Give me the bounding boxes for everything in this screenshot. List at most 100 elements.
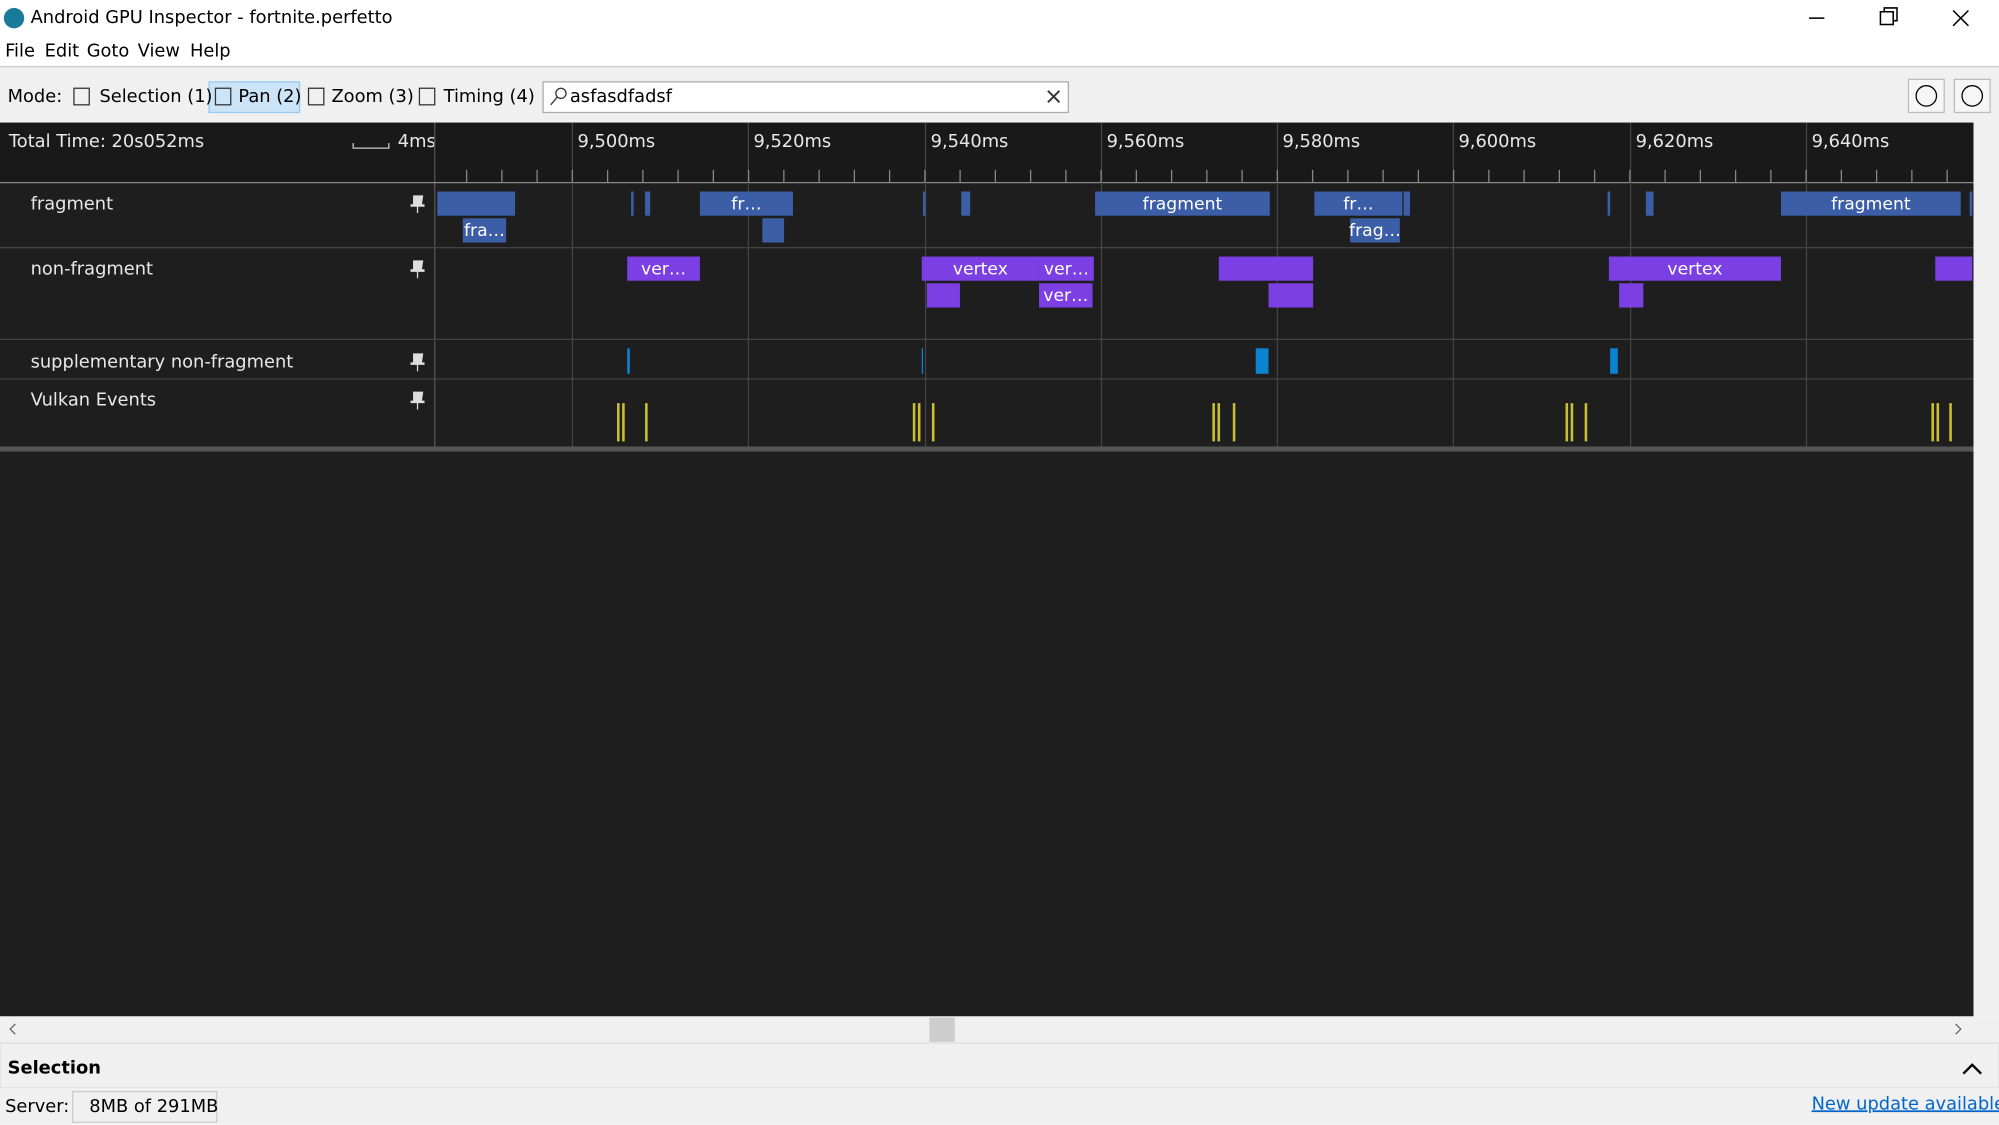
vulkan-event[interactable] [645,403,648,442]
menu-item[interactable]: File [5,40,35,61]
search-text[interactable]: asfasdfadsf [570,86,673,107]
slice-label: ver… [641,259,686,279]
time-tick-label: 9,520ms [753,131,831,152]
mode-button[interactable]: Timing (4) [443,86,535,107]
slice[interactable] [1268,283,1314,308]
window-controls[interactable] [1809,7,1969,27]
slice[interactable] [1039,283,1093,308]
selection-title: Selection [8,1058,101,1079]
vulkan-event[interactable] [1931,403,1934,442]
selection-panel [0,1042,1999,1089]
vertical-scrollbar[interactable] [1973,122,1999,1017]
horizontal-scrollbar[interactable] [0,1016,1999,1044]
slice[interactable] [921,256,1040,281]
slice[interactable] [1218,256,1314,281]
slice[interactable] [1645,191,1654,216]
slice[interactable] [437,191,516,216]
slice[interactable] [645,191,651,216]
menu-item[interactable]: Edit [45,40,80,61]
help-button[interactable] [1953,78,1991,114]
vulkan-event[interactable] [1565,403,1569,442]
scale-bracket [352,143,390,149]
vulkan-event[interactable] [917,403,921,442]
slice[interactable] [699,191,793,216]
mode-label: Mode: [8,86,63,107]
slice[interactable] [1607,191,1611,216]
menu-item[interactable]: Goto [87,40,130,61]
expand-toggle[interactable] [1962,1063,1982,1075]
slice[interactable] [627,256,700,281]
slice-label: fragment [1831,194,1911,214]
time-tick-label: 9,540ms [931,131,1009,152]
pin-icon[interactable] [410,391,425,410]
slice-label: fr… [731,194,761,214]
time-tick-label: 9,600ms [1458,131,1536,152]
slice[interactable] [627,348,630,374]
slice-label: vertex [953,259,1008,279]
mode-button[interactable]: Pan (2) [238,86,301,107]
track-name: fragment [31,193,113,214]
menu-item[interactable]: Help [190,40,231,61]
pin-icon[interactable] [410,353,425,372]
mode-icon [418,87,436,106]
slice[interactable] [1095,191,1270,216]
vulkan-event[interactable] [931,403,935,442]
window-title: Android GPU Inspector - fortnite.perfett… [31,7,393,28]
slice-label: ver… [1043,286,1088,306]
search-box[interactable] [542,81,1069,114]
timeline-header [0,122,1974,183]
vulkan-event[interactable] [1949,403,1952,442]
pin-icon[interactable] [410,260,425,279]
slice[interactable] [1350,218,1400,243]
menu-item[interactable]: View [138,40,180,61]
app-icon [3,7,25,29]
pin-icon[interactable] [410,195,425,214]
info-button[interactable] [1907,78,1945,114]
slice[interactable] [926,283,960,308]
server-label: Server: [5,1096,69,1117]
slice[interactable] [1314,191,1403,216]
slice[interactable] [1403,191,1411,216]
slice[interactable] [923,191,926,216]
mode-button[interactable]: Zoom (3) [331,86,413,107]
vulkan-event[interactable] [1232,403,1236,442]
vulkan-event[interactable] [912,403,916,442]
slice[interactable] [1619,283,1644,308]
slice-label: fragment [1143,194,1223,214]
clear-search[interactable] [1047,90,1061,103]
search-icon [555,87,567,100]
vulkan-event[interactable] [1212,403,1215,442]
status-bar [0,1087,1999,1125]
vulkan-event[interactable] [1584,403,1588,442]
vulkan-event[interactable] [1217,403,1221,442]
vulkan-event[interactable] [1570,403,1574,442]
vulkan-event[interactable] [617,403,620,442]
help-icon [1961,85,1984,107]
track-name: supplementary non-fragment [31,351,294,372]
scale: 4ms [398,131,436,152]
slice[interactable] [462,218,507,243]
slice[interactable] [1255,348,1269,374]
slice[interactable] [1780,191,1961,216]
slice[interactable] [762,218,785,243]
active-mode [208,81,301,114]
vulkan-event[interactable] [1936,403,1940,442]
divider [0,446,1974,452]
scroll-arrows[interactable] [9,1023,1962,1035]
slice[interactable] [1610,348,1618,374]
memory-box [72,1090,218,1123]
update-link[interactable]: New update available [1812,1093,1999,1114]
vulkan-event[interactable] [622,403,625,442]
slice[interactable] [1935,256,1973,281]
slice[interactable] [921,348,924,374]
slice[interactable] [961,191,971,216]
slice[interactable] [1039,256,1094,281]
slice[interactable] [1969,191,1973,216]
slice[interactable] [631,191,634,216]
slice[interactable] [1608,256,1781,281]
mode-button[interactable]: Selection (1) [99,86,212,107]
scroll-thumb[interactable] [929,1017,955,1042]
slice-label: ver… [1044,259,1089,279]
